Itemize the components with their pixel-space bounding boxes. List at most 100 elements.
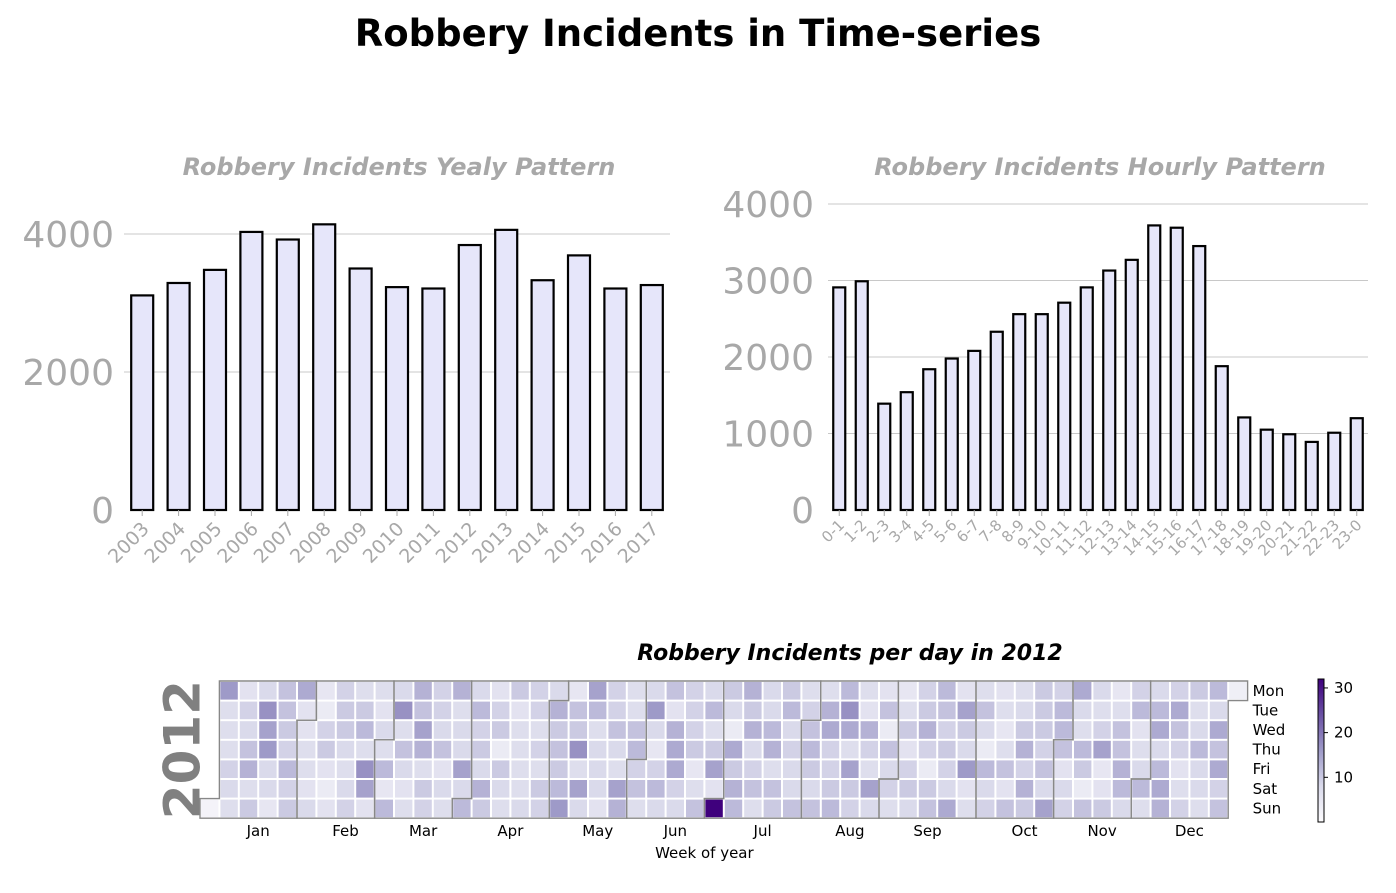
heatmap-cell (1074, 760, 1092, 778)
heatmap-cell (492, 780, 510, 798)
heatmap-cell (841, 721, 859, 739)
heatmap-cell (996, 682, 1014, 700)
x-tick-label: 2012 (432, 518, 482, 568)
heatmap-cell (627, 721, 646, 739)
heatmap-cell (880, 701, 898, 720)
x-tick-label: 2007 (250, 518, 300, 568)
bar (457, 243, 482, 512)
heatmap-cell (530, 740, 549, 759)
heatmap-cell (317, 701, 335, 720)
bar (348, 267, 373, 512)
heatmap-cell (278, 780, 296, 798)
heatmap-cell (220, 740, 238, 759)
heatmap-cell (298, 682, 316, 700)
heatmap-cell (1132, 701, 1150, 720)
heatmap-cell (1209, 701, 1228, 720)
heatmap-cell (414, 701, 432, 720)
heatmap-cell (259, 760, 277, 778)
heatmap-cell (821, 760, 840, 778)
heatmap-cell (996, 740, 1014, 759)
heatmap-cell (550, 740, 568, 759)
x-tick-label: 2016 (577, 518, 627, 568)
heatmap-cell (472, 799, 490, 818)
heatmap-cell (608, 740, 626, 759)
heatmap-cell (860, 740, 878, 759)
heatmap-cell (589, 721, 607, 739)
heatmap-cell (589, 682, 607, 700)
heatmap-cell (938, 701, 956, 720)
heatmap-cell (705, 701, 723, 720)
month-outline (1130, 680, 1249, 819)
heatmap-cell (821, 740, 840, 759)
month-label: Oct (1012, 822, 1038, 840)
heatmap-cell (356, 760, 374, 778)
heatmap-cell (239, 721, 258, 739)
heatmap-cell (1093, 721, 1111, 739)
heatmap-cell (744, 799, 762, 818)
heatmap-cell (472, 740, 490, 759)
heatmap-cell (821, 799, 840, 818)
bar (1192, 244, 1207, 512)
heatmap-cell (239, 760, 258, 778)
bar (603, 287, 628, 512)
heatmap-cell (647, 799, 665, 818)
heatmap-cell (239, 740, 258, 759)
heatmap-cell (356, 682, 374, 700)
heatmap-cell (686, 780, 704, 798)
heatmap-cell (918, 799, 937, 818)
heatmap-cell (666, 760, 684, 778)
heatmap-cell (1054, 682, 1072, 700)
heatmap-cell (860, 799, 878, 818)
heatmap-cell (472, 780, 490, 798)
x-tick-label: 2009 (322, 518, 372, 568)
heatmap-cell (1054, 740, 1072, 759)
heatmap-cell (530, 799, 549, 818)
heatmap-cell (453, 760, 471, 778)
heatmap-cell (1151, 760, 1169, 778)
heatmap-cell (1093, 760, 1111, 778)
heatmap-cell (530, 682, 549, 700)
heatmap-cell (744, 721, 762, 739)
heatmap-cell (220, 799, 238, 818)
heatmap-cell (1190, 780, 1208, 798)
heatmap-cell (1035, 740, 1053, 759)
bar (854, 280, 869, 512)
heatmap-cell (492, 799, 510, 818)
heatmap-cell (336, 760, 355, 778)
heatmap-cell (589, 701, 607, 720)
heatmap-cell (783, 740, 801, 759)
bar (1237, 416, 1252, 512)
heatmap-cell (433, 799, 452, 818)
heatmap-cell (802, 701, 820, 720)
heatmap-cell (1035, 721, 1053, 739)
heatmap-cell (356, 799, 374, 818)
heatmap-cell (375, 740, 393, 759)
x-tick-label: 2017 (614, 518, 664, 568)
heatmap-cell (705, 740, 723, 759)
bar (1147, 224, 1162, 512)
heatmap-cell (492, 701, 510, 720)
heatmap-cell (977, 701, 995, 720)
bar (1169, 226, 1184, 512)
heatmap-cell (1132, 780, 1150, 798)
x-tick-label: 2005 (177, 518, 227, 568)
heatmap-cell (433, 721, 452, 739)
heatmap-cell (938, 780, 956, 798)
heatmap-cell (880, 799, 898, 818)
heatmap-cell (220, 721, 238, 739)
heatmap-cell (957, 740, 975, 759)
heatmap-cell (783, 721, 801, 739)
heatmap-cell (395, 682, 413, 700)
heatmap-cell (821, 701, 840, 720)
heatmap-cell (414, 780, 432, 798)
heatmap-cell (705, 682, 723, 700)
heatmap-cell (627, 740, 646, 759)
heatmap-cell (686, 682, 704, 700)
heatmap-cell (220, 780, 238, 798)
heatmap-cell (1151, 701, 1169, 720)
heatmap-cell (530, 780, 549, 798)
x-tick-label: 2004 (140, 518, 190, 568)
heatmap-cell (239, 780, 258, 798)
heatmap-cell (627, 780, 646, 798)
heatmap-cell (918, 740, 937, 759)
